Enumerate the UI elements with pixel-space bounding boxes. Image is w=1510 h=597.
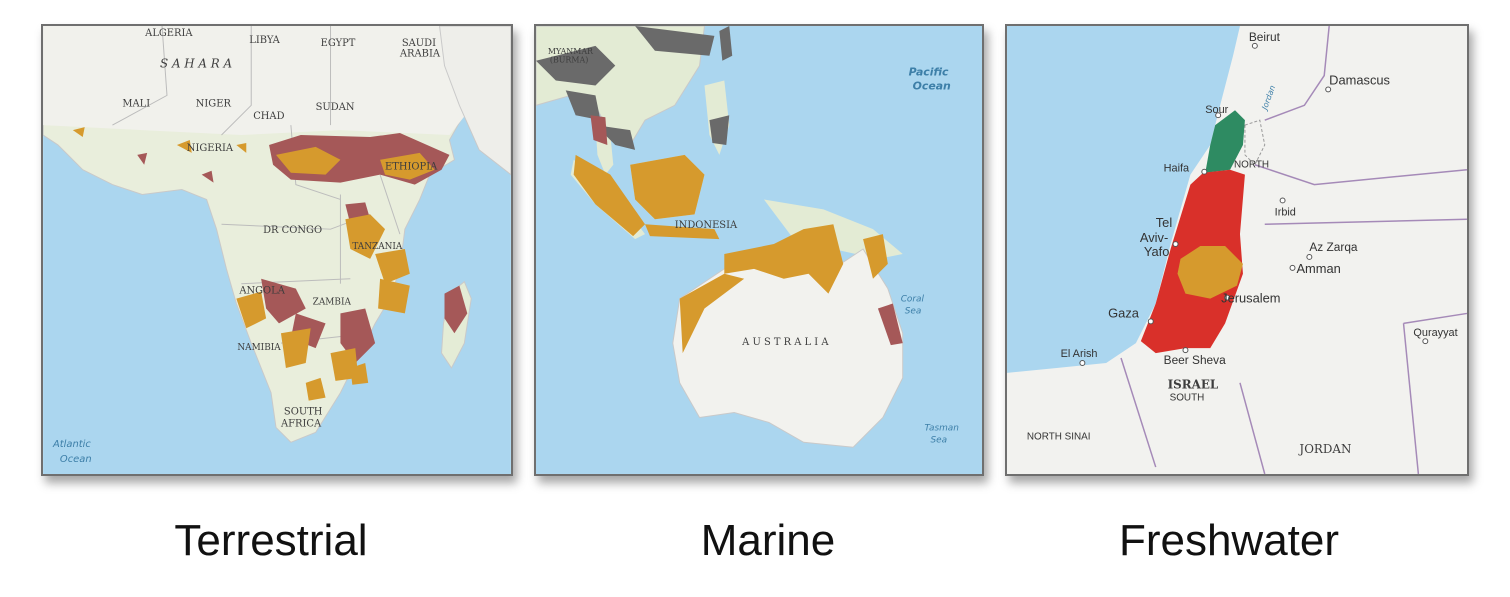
label-tasman-1: Tasman [925, 423, 960, 433]
region-borders [1120, 26, 1467, 474]
ochre-regions [573, 154, 888, 354]
label-saudi-2: ARABIA [399, 49, 441, 60]
label-nigeria: NIGERIA [187, 143, 234, 154]
label-ethiopia: ETHIOPIA [385, 162, 438, 173]
label-israel: ISRAEL [1168, 378, 1219, 392]
label-libya: LIBYA [249, 35, 280, 46]
ochre-regions [72, 127, 435, 401]
label-zambia: ZAMBIA [313, 298, 352, 308]
label-telaviv-3: Yafo [1144, 244, 1170, 259]
label-sour: Sour [1205, 104, 1228, 116]
country-borders [112, 26, 401, 344]
arabia-landmass [439, 26, 511, 176]
label-amman: Amman [1296, 261, 1340, 276]
australasia-map: MYANMAR (BURMA) Pacific Ocean INDONESIA … [536, 26, 982, 474]
label-south-africa-1: SOUTH [284, 407, 323, 418]
label-gaza: Gaza [1108, 305, 1140, 320]
mediterranean-sea [1007, 26, 1240, 373]
caption-terrestrial: Terrestrial [174, 516, 368, 565]
label-el-arish: El Arish [1061, 348, 1098, 360]
marine-map: MYANMAR (BURMA) Pacific Ocean INDONESIA … [534, 24, 984, 476]
label-namibia: NAMIBIA [237, 343, 281, 353]
label-tanzania: TANZANIA [352, 242, 403, 252]
label-mali: MALI [122, 98, 150, 109]
label-qurayyat: Qurayyat [1413, 327, 1457, 339]
city-markers [1079, 42, 1429, 366]
label-coral-2: Sea [905, 306, 922, 316]
caption-freshwater: Freshwater [1118, 516, 1340, 565]
label-beer-sheva: Beer Sheva [1164, 353, 1226, 367]
label-north: NORTH [1234, 160, 1269, 171]
label-haifa: Haifa [1164, 163, 1190, 175]
terrestrial-map: ALGERIA LIBYA EGYPT SAUDI ARABIA S A H A… [41, 24, 513, 476]
label-myanmar-1: MYANMAR [548, 47, 594, 56]
label-atlantic-2: Ocean [60, 454, 92, 465]
label-beirut: Beirut [1249, 30, 1281, 44]
label-coral-1: Coral [901, 295, 925, 305]
label-pacific-1: Pacific [909, 66, 949, 79]
freshwater-map: Beirut Damascus Sour Haifa NORTH Irbid T… [1005, 24, 1469, 476]
caption-marine: Marine [700, 516, 836, 565]
label-niger: NIGER [196, 98, 232, 109]
maroon-regions [590, 115, 903, 346]
label-angola: ANGOLA [238, 286, 285, 297]
label-drc: DR CONGO [263, 225, 322, 236]
label-south-africa-2: AFRICA [280, 418, 322, 429]
grey-regions [536, 26, 733, 150]
label-sahara: S A H A R A [160, 57, 232, 71]
label-egypt: EGYPT [321, 38, 356, 49]
africa-map: ALGERIA LIBYA EGYPT SAUDI ARABIA S A H A… [43, 26, 511, 474]
label-algeria: ALGERIA [144, 28, 193, 39]
label-australia: A U S T R A L I A [741, 337, 829, 348]
levant-map: Beirut Damascus Sour Haifa NORTH Irbid T… [1007, 26, 1467, 474]
label-indonesia: INDONESIA [675, 220, 738, 231]
sahara-desert [43, 26, 511, 136]
label-myanmar-2: (BURMA) [550, 56, 588, 65]
label-sudan: SUDAN [316, 102, 355, 113]
label-jerusalem: Jerusalem [1221, 291, 1280, 306]
label-telaviv-1: Tel [1156, 215, 1172, 230]
label-north-sinai: NORTH SINAI [1027, 431, 1091, 442]
label-telaviv-2: Aviv- [1140, 230, 1168, 245]
sea-of-galilee-outline [1244, 119, 1266, 166]
ochre-region [1177, 246, 1243, 299]
label-jordan: JORDAN [1298, 442, 1351, 456]
label-irbid: Irbid [1275, 206, 1296, 218]
label-tasman-2: Sea [930, 435, 947, 445]
label-chad: CHAD [253, 111, 284, 122]
green-region [1205, 110, 1245, 173]
label-pacific-2: Ocean [913, 79, 951, 92]
label-south: SOUTH [1170, 393, 1205, 404]
label-az-zarqa: Az Zarqa [1309, 240, 1358, 254]
label-saudi-1: SAUDI [402, 38, 436, 49]
label-atlantic-1: Atlantic [52, 439, 91, 450]
label-damascus: Damascus [1329, 72, 1390, 87]
